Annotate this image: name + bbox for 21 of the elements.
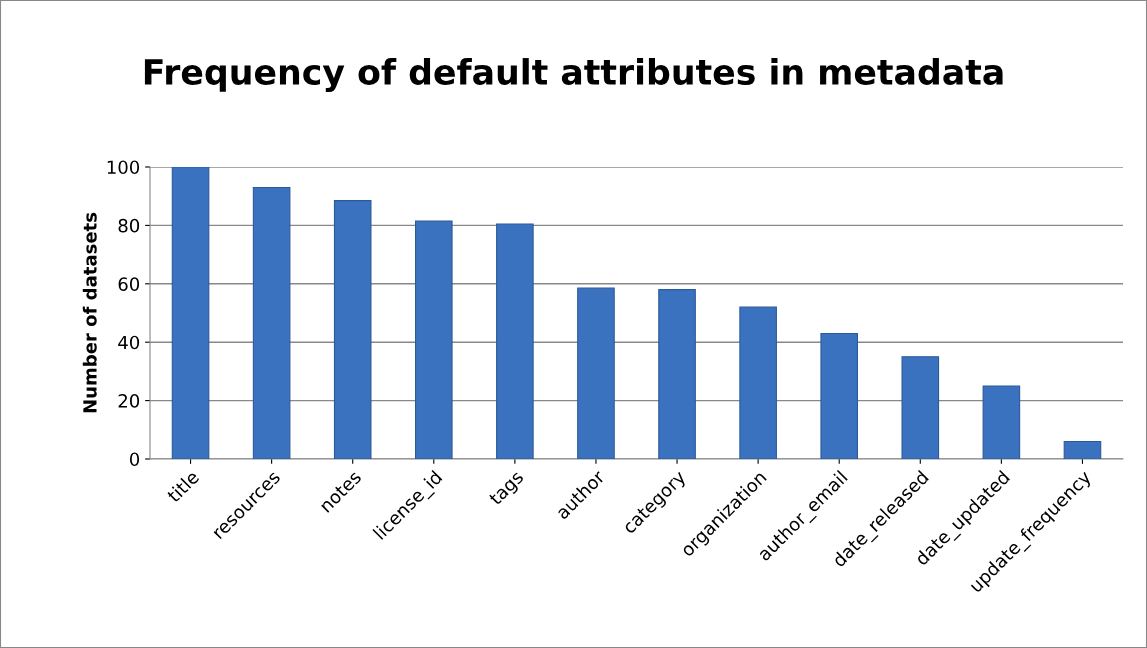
- bar: [252, 186, 291, 459]
- y-tick-label: 20: [118, 394, 140, 408]
- bar: [333, 200, 372, 459]
- bar: [739, 306, 777, 459]
- bar: [496, 223, 534, 459]
- x-tick-label: title: [165, 469, 200, 504]
- y-tick-label: 100: [107, 160, 140, 175]
- y-tick-label: 40: [118, 335, 140, 350]
- bar: [901, 356, 940, 459]
- chart-title: Frequency of default attributes in metadata: [144, 58, 1003, 92]
- bar: [1063, 440, 1102, 459]
- bar: [658, 289, 696, 459]
- bar: [171, 167, 210, 459]
- bar: [982, 385, 1021, 459]
- y-tick-label: 0: [129, 452, 140, 467]
- bar: [577, 287, 615, 459]
- y-axis-title: Number of datasets: [82, 212, 97, 413]
- y-tick-label: 60: [118, 277, 140, 291]
- y-tick-label: 80: [118, 218, 140, 233]
- bar: [820, 332, 859, 459]
- bar: [414, 220, 453, 459]
